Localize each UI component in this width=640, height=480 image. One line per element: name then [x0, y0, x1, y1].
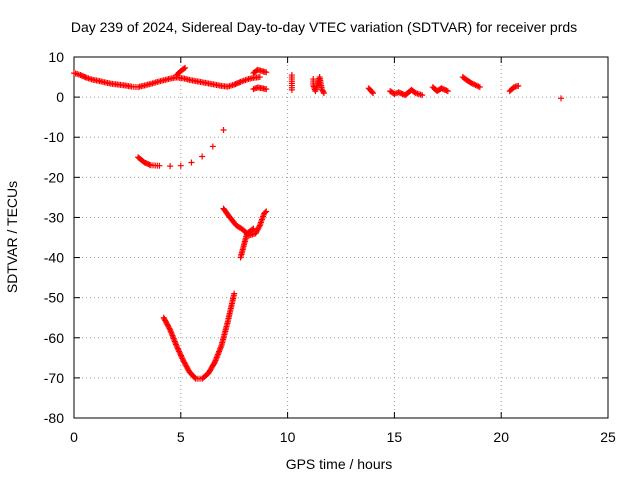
data-point: [256, 74, 263, 81]
x-tick-label: 0: [70, 429, 78, 445]
data-point: [231, 290, 238, 297]
data-point-trace: [191, 374, 198, 381]
y-tick-label: -80: [44, 410, 64, 426]
data-point-trace: [411, 89, 418, 96]
x-tick-label: 20: [493, 429, 509, 445]
data-point: [558, 95, 565, 102]
data-point: [250, 225, 257, 232]
data-points: [71, 64, 565, 382]
chart-title: Day 239 of 2024, Sidereal Day-to-day VTE…: [71, 19, 577, 35]
y-tick-label: 10: [48, 49, 64, 65]
y-tick-label: -10: [44, 129, 64, 145]
x-tick-label: 25: [600, 429, 616, 445]
data-point: [182, 64, 189, 71]
data-point: [515, 82, 522, 89]
data-point: [167, 163, 174, 170]
y-axis-label: SDTVAR / TECUs: [4, 181, 20, 293]
data-point: [156, 162, 163, 169]
x-tick-label: 5: [177, 429, 185, 445]
data-point-trace: [181, 65, 188, 72]
data-point: [209, 143, 216, 150]
data-point-trace: [166, 325, 173, 332]
data-point: [444, 88, 451, 95]
y-tick-label: -60: [44, 330, 64, 346]
data-point: [419, 92, 426, 99]
x-axis-label: GPS time / hours: [286, 456, 393, 472]
data-point-trace: [249, 226, 256, 233]
y-tick-label: -30: [44, 209, 64, 225]
data-point: [220, 127, 227, 134]
y-tick-label: 0: [56, 89, 64, 105]
data-point-trace: [320, 88, 327, 95]
data-point: [188, 159, 195, 166]
x-tick-label: 15: [387, 429, 403, 445]
data-point: [476, 84, 483, 91]
x-tick-label: 10: [280, 429, 296, 445]
data-point: [177, 162, 184, 169]
data-point: [263, 208, 270, 215]
plot-frame: [73, 56, 609, 419]
y-tick-label: -50: [44, 290, 64, 306]
data-point: [263, 86, 270, 93]
y-tick-label: -20: [44, 169, 64, 185]
data-point: [370, 90, 377, 97]
grid-lines: [74, 57, 608, 418]
data-point-trace: [211, 360, 218, 367]
axis-ticks: 0 5 10 15 20 25 -80 -70 -60 -50 -40 -30 -20 -10 0 10: [44, 49, 616, 445]
y-tick-label: -40: [44, 250, 64, 266]
data-point: [199, 153, 206, 160]
data-point-trace: [369, 89, 376, 96]
data-point: [320, 90, 327, 97]
data-point: [263, 69, 270, 76]
data-point: [288, 86, 295, 93]
y-tick-label: -70: [44, 370, 64, 386]
data-point-trace: [262, 209, 269, 216]
data-point-trace: [256, 223, 263, 230]
